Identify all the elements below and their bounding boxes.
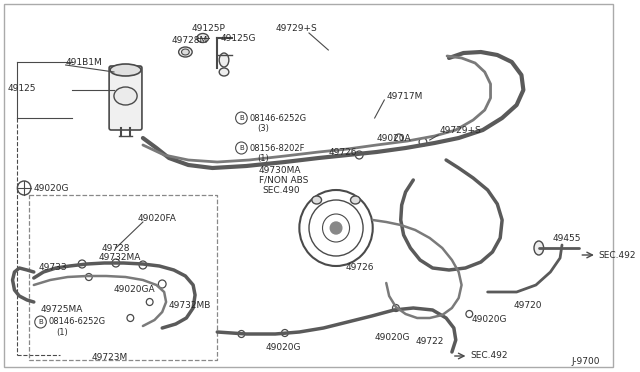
Text: 49020G: 49020G [34,183,69,192]
Text: 49020FA: 49020FA [137,214,176,222]
Text: 49726: 49726 [346,263,374,273]
Text: 49725MA: 49725MA [40,305,83,314]
Text: 49717M: 49717M [387,92,422,100]
Text: (1): (1) [257,154,269,163]
Ellipse shape [534,241,543,255]
Text: 08156-8202F: 08156-8202F [249,144,305,153]
Text: 49125P: 49125P [191,23,225,32]
Ellipse shape [219,68,229,76]
Circle shape [330,222,342,234]
Text: B: B [38,319,43,325]
Text: 491B1M: 491B1M [66,58,102,67]
Text: 49020G: 49020G [471,315,507,324]
Text: 49125: 49125 [8,83,36,93]
Text: (1): (1) [56,327,68,337]
Ellipse shape [351,196,360,204]
Text: J-9700: J-9700 [572,357,600,366]
Ellipse shape [110,64,141,76]
Ellipse shape [312,196,321,204]
Text: 49455: 49455 [552,234,581,243]
Text: B: B [239,145,244,151]
Text: 49020G: 49020G [374,334,410,343]
Text: SEC.492: SEC.492 [470,352,508,360]
Text: 49726: 49726 [328,148,357,157]
Text: SEC.492: SEC.492 [598,250,636,260]
Text: 49720: 49720 [514,301,542,310]
Text: 49020G: 49020G [266,343,301,353]
Text: 49125G: 49125G [220,33,255,42]
Text: 49729+S: 49729+S [439,125,481,135]
Text: 08146-6252G: 08146-6252G [48,317,106,327]
Text: 49730MA: 49730MA [259,166,301,174]
Text: 49722: 49722 [415,337,444,346]
Text: 49020A: 49020A [376,134,412,142]
Ellipse shape [219,53,229,67]
Text: 49733: 49733 [38,263,67,273]
Ellipse shape [179,47,192,57]
Ellipse shape [114,87,137,105]
Text: 08146-6252G: 08146-6252G [249,113,307,122]
Text: 49729+S: 49729+S [275,23,317,32]
Text: 49020GA: 49020GA [114,285,156,295]
Text: SEC.490: SEC.490 [262,186,300,195]
FancyBboxPatch shape [109,66,142,130]
Text: 49728: 49728 [101,244,130,253]
Text: 49732MB: 49732MB [169,301,211,310]
Text: F/NON ABS: F/NON ABS [259,176,308,185]
Text: (3): (3) [257,124,269,132]
Text: 49728M: 49728M [172,35,208,45]
Ellipse shape [197,33,209,42]
Text: 49732MA: 49732MA [99,253,141,263]
Ellipse shape [182,49,189,55]
Text: 49723M: 49723M [92,353,128,362]
Text: B: B [239,115,244,121]
